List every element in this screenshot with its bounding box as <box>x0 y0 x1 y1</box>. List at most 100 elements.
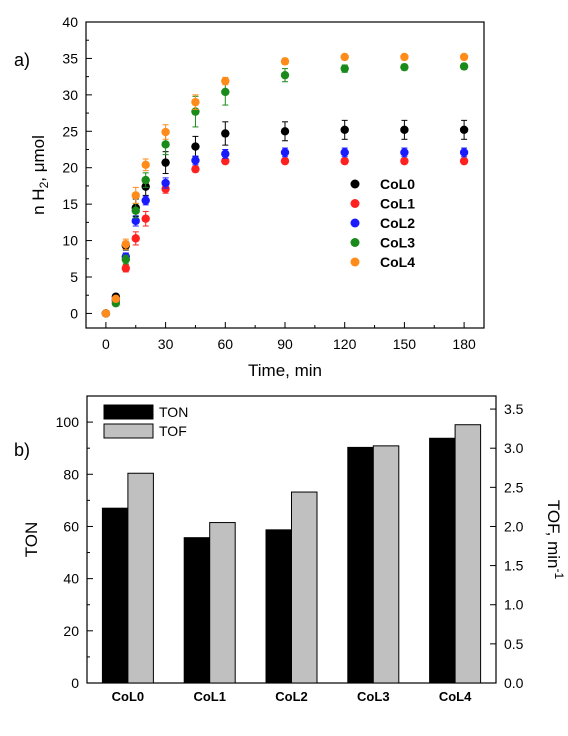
panel-b-bar-chart: 0 20 40 60 80 100 0.0 0.5 1.0 1.5 2.0 2.5 3.0 3.5 TON T… <box>14 395 566 704</box>
legend-marker <box>350 199 360 208</box>
data-point <box>131 234 140 243</box>
right-y-tick-label: 1.0 <box>504 597 524 613</box>
bar-tof <box>454 424 482 684</box>
data-point <box>400 62 409 72</box>
data-point <box>121 264 130 273</box>
data-point <box>400 156 409 166</box>
data-point <box>280 156 290 166</box>
data-point <box>131 216 140 226</box>
right-y-tick-label: 0.0 <box>504 675 524 691</box>
y-axis-title-subscript: 2 <box>37 181 51 188</box>
x-tick-label: 150 <box>393 336 417 352</box>
data-point <box>121 240 130 249</box>
data-point <box>280 127 290 136</box>
data-point <box>400 52 409 62</box>
legend-marker <box>350 238 360 247</box>
data-point <box>161 140 170 149</box>
x-category-label: CoL2 <box>275 689 308 704</box>
y-tick-label: 5 <box>70 269 78 285</box>
legend-swatch <box>103 404 154 420</box>
legend-marker <box>350 179 360 189</box>
data-point <box>141 214 150 223</box>
x-tick-label: 0 <box>102 336 110 352</box>
bar-ton <box>265 529 292 684</box>
data-point <box>340 52 349 62</box>
right-y-axis-title-main: TOF, min <box>544 500 563 569</box>
y-tick-label: 0 <box>70 305 78 321</box>
bar-tof <box>291 491 318 684</box>
data-point <box>400 148 409 157</box>
right-y-tick-label: 2.5 <box>504 479 524 495</box>
data-point <box>340 148 349 157</box>
right-y-tick-label: 0.5 <box>504 636 524 652</box>
legend-label: TOF <box>159 423 187 439</box>
data-point <box>101 309 111 318</box>
x-category-label: CoL0 <box>112 689 145 704</box>
data-point <box>221 87 230 97</box>
y-axis-title-unit: , μmol <box>29 135 48 182</box>
data-point <box>340 156 349 166</box>
data-point <box>459 52 469 62</box>
data-point <box>191 97 200 107</box>
legend-marker <box>350 218 360 228</box>
bar-ton <box>429 437 456 684</box>
data-point <box>141 196 150 205</box>
data-point <box>340 64 349 73</box>
data-point <box>459 125 469 135</box>
right-y-tick-label: 3.0 <box>504 440 524 456</box>
data-point <box>280 70 290 80</box>
data-point <box>340 125 349 135</box>
left-y-tick-label: 20 <box>63 623 79 639</box>
x-tick-label: 120 <box>333 336 357 352</box>
legend-label: CoL3 <box>380 235 415 251</box>
y-tick-label: 25 <box>62 123 78 139</box>
series-CoL4 <box>101 52 469 318</box>
data-point <box>221 149 230 159</box>
x-category-label: CoL3 <box>357 689 390 704</box>
data-point <box>121 255 130 264</box>
data-point <box>459 62 469 71</box>
data-point <box>221 76 230 86</box>
data-point <box>191 156 200 165</box>
bar-tof <box>209 522 236 684</box>
y-tick-label: 40 <box>62 14 78 30</box>
bar-ton <box>347 446 374 684</box>
y-axis-title-main: n H <box>29 188 48 214</box>
data-point <box>191 142 200 151</box>
series-CoL1 <box>101 156 469 318</box>
x-tick-label: 180 <box>452 336 476 352</box>
left-y-tick-label: 60 <box>63 518 79 534</box>
data-point <box>141 160 150 169</box>
legend-label: TON <box>159 404 188 420</box>
panel-a-scatter-chart: 0 5 10 15 20 25 30 35 40 0 30 60 90 120 150 180 Time, mi… <box>14 14 485 380</box>
legend-label: CoL1 <box>380 196 415 212</box>
data-point <box>111 294 121 304</box>
right-y-axis-title-superscript: -1 <box>552 568 566 579</box>
right-y-axis-title: TOF, min-1 <box>544 500 566 580</box>
data-point <box>161 158 170 167</box>
legend-swatch <box>103 423 154 439</box>
data-point <box>161 184 170 194</box>
legend-label: CoL4 <box>380 254 415 270</box>
data-point <box>131 191 140 200</box>
right-y-tick-label: 2.0 <box>504 518 524 534</box>
data-point <box>280 57 290 66</box>
y-tick-label: 10 <box>62 233 78 249</box>
panel-label-b: b) <box>14 440 30 460</box>
data-point <box>221 156 230 166</box>
data-point <box>280 148 290 157</box>
legend-label: CoL2 <box>380 215 415 231</box>
y-tick-label: 15 <box>62 196 78 212</box>
x-tick-label: 90 <box>277 336 293 352</box>
right-y-tick-label: 1.5 <box>504 558 524 574</box>
data-point <box>221 129 230 138</box>
x-category-label: CoL4 <box>439 689 472 704</box>
series-CoL2 <box>101 147 469 318</box>
legend-marker <box>350 257 360 267</box>
bar-tof <box>372 445 400 684</box>
left-y-tick-label: 40 <box>63 571 79 587</box>
x-axis-title: Time, min <box>248 361 322 380</box>
left-y-axis-title: TON <box>22 522 41 558</box>
y-tick-label: 30 <box>62 87 78 103</box>
